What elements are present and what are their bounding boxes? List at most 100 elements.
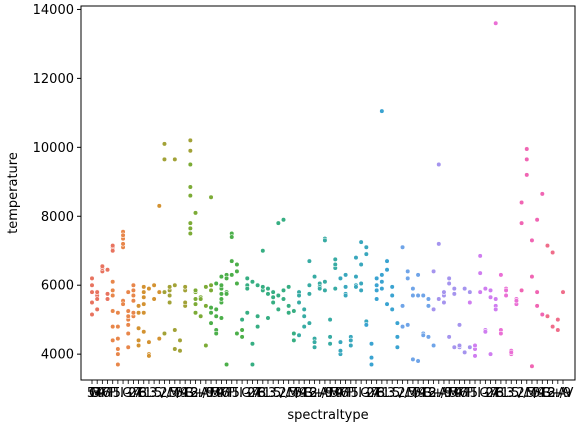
data-point — [358, 239, 364, 245]
x-tick-label: M — [168, 386, 179, 401]
data-point — [379, 279, 385, 285]
x-tick-label: F — [227, 386, 234, 401]
data-point — [405, 275, 411, 281]
x-tick-label: 5 — [392, 386, 400, 401]
data-point — [451, 291, 457, 297]
data-point — [239, 317, 245, 323]
data-point — [467, 344, 473, 350]
data-point — [229, 272, 235, 278]
x-tick-label: . — [477, 386, 481, 401]
data-point — [275, 220, 281, 226]
data-point — [358, 287, 364, 293]
x-tick-label: / — [399, 386, 404, 401]
x-tick-label: : — [265, 386, 269, 401]
x-tick-label: . — [405, 386, 409, 401]
x-tick-label: / — [161, 386, 166, 401]
x-tick-label: 9 — [216, 386, 224, 401]
x-tick-label: G — [479, 386, 489, 401]
data-point — [265, 291, 271, 297]
x-tick-label: 2 — [548, 386, 556, 401]
x-tick-label: 4 — [299, 386, 307, 401]
x-tick-label: 4 — [454, 386, 462, 401]
data-point — [130, 282, 137, 288]
data-point — [363, 244, 369, 250]
x-tick-label: . — [156, 386, 160, 401]
x-tick-label: 6 — [496, 386, 504, 401]
data-point — [518, 220, 525, 226]
data-point — [141, 294, 147, 300]
x-tick-label: B — [376, 386, 385, 401]
data-point — [203, 303, 209, 309]
data-point — [399, 244, 406, 250]
data-point — [177, 348, 183, 354]
data-point — [213, 313, 219, 319]
data-point — [187, 192, 193, 199]
data-point — [431, 268, 437, 275]
data-point — [141, 284, 147, 290]
data-point — [125, 308, 131, 314]
x-tick-label: 4 — [133, 386, 141, 401]
data-point — [167, 292, 173, 299]
data-point — [368, 341, 375, 347]
data-point — [420, 292, 426, 299]
data-point — [348, 337, 354, 343]
data-point — [213, 306, 219, 312]
y-axis: 4000 6000 8000 10000 12000 14000 — [33, 3, 81, 363]
x-tick-label: 6 — [138, 386, 146, 401]
x-tick-label: . — [358, 386, 362, 401]
data-point — [249, 341, 256, 347]
data-point — [389, 284, 395, 290]
x-tick-label: 5 — [511, 386, 519, 401]
data-point — [498, 330, 504, 337]
x-tick-label-first: G — [89, 386, 99, 401]
x-tick-label: . — [394, 386, 398, 401]
x-tick-label: + — [194, 386, 205, 401]
x-tick-label: 4 — [216, 386, 224, 401]
data-point — [322, 237, 328, 243]
data-point — [110, 337, 116, 343]
x-tick-label-last: V — [565, 386, 574, 401]
x-tick-label: 7 — [102, 386, 110, 401]
data-point — [270, 289, 276, 295]
data-point — [301, 306, 307, 312]
data-point — [493, 296, 499, 302]
x-tick-label: G — [184, 386, 194, 401]
data-point — [550, 323, 556, 330]
data-point — [311, 339, 318, 345]
data-point — [234, 280, 240, 287]
data-point — [477, 253, 483, 259]
x-tick-label: 5 — [408, 386, 416, 401]
series-group-11 — [399, 244, 437, 364]
x-tick-label: . — [275, 386, 279, 401]
data-point — [508, 349, 514, 356]
data-point — [270, 299, 276, 306]
data-point — [255, 282, 261, 288]
data-point — [198, 296, 204, 302]
data-point — [513, 298, 520, 304]
data-point — [415, 272, 421, 278]
data-point — [187, 148, 193, 154]
x-tick-label: / — [203, 386, 208, 401]
x-tick-label: I — [115, 386, 119, 401]
x-tick-label: 2 — [397, 386, 405, 401]
data-point — [115, 351, 121, 357]
x-tick-label: 2 — [309, 386, 317, 401]
x-tick-label: 4 — [97, 386, 105, 401]
x-tick-label: 2 — [247, 386, 255, 401]
data-point — [161, 289, 168, 295]
data-point — [161, 156, 168, 162]
x-tick-label: M — [448, 386, 459, 401]
data-point — [198, 313, 204, 319]
x-tick-label: 7 — [221, 386, 229, 401]
x-tick-label: 6 — [340, 386, 348, 401]
data-point — [218, 282, 224, 288]
x-tick-label: I — [477, 386, 481, 401]
data-point — [493, 306, 499, 312]
x-tick-label: I — [467, 386, 471, 401]
data-point — [431, 342, 437, 349]
series-group-15 — [518, 146, 545, 369]
x-tick-label: 5 — [175, 386, 183, 401]
series-group-12 — [431, 161, 473, 356]
data-point — [353, 273, 359, 280]
